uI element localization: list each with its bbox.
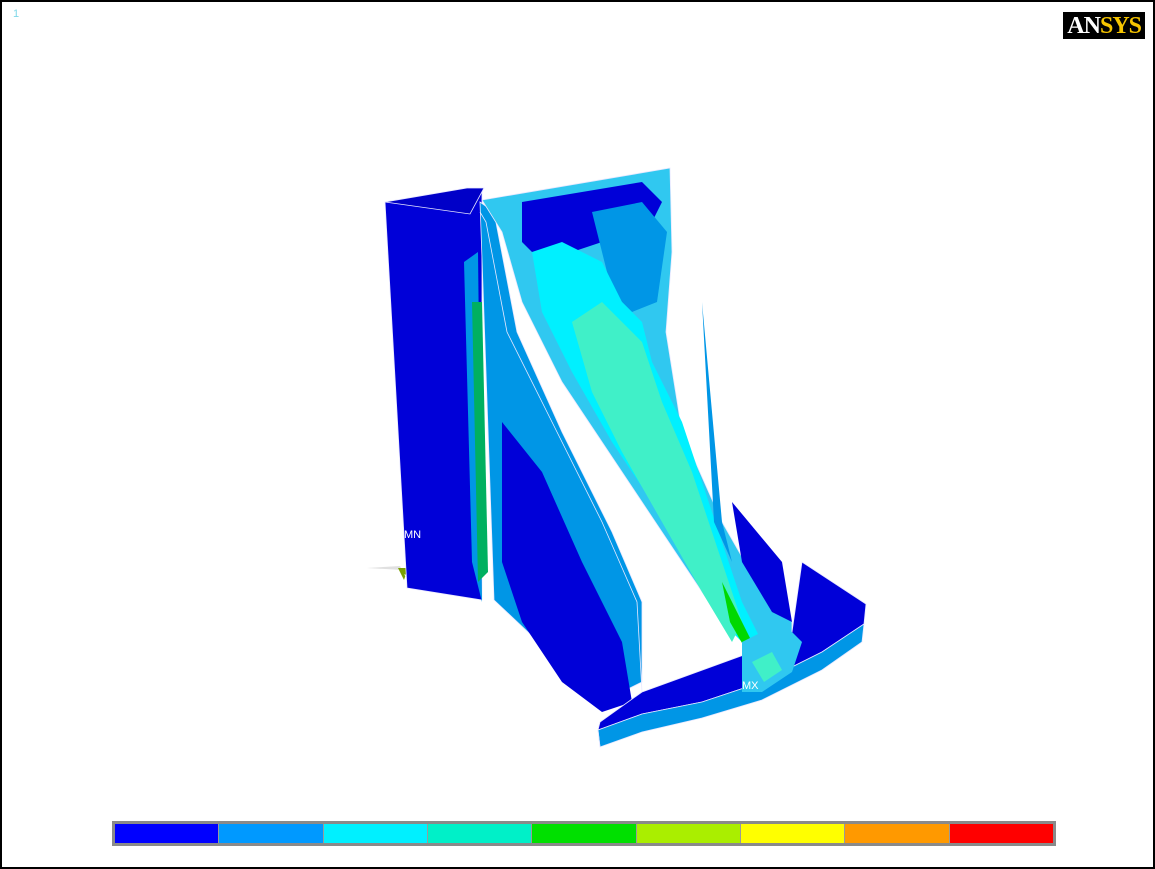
main-blade bbox=[481, 167, 793, 653]
legend-band-8 bbox=[845, 824, 950, 843]
logo-text-right: SYS bbox=[1099, 13, 1142, 39]
max-marker-label: MX bbox=[742, 680, 759, 692]
legend-band-4 bbox=[427, 824, 533, 843]
logo-text-left: AN bbox=[1067, 13, 1101, 39]
window-number-label: 1 bbox=[13, 8, 20, 20]
legend-band-9 bbox=[949, 824, 1053, 843]
legend-band-7 bbox=[740, 824, 846, 843]
legend-band-2 bbox=[219, 824, 324, 843]
axis-triad: Y bbox=[367, 566, 412, 585]
legend-band-1 bbox=[115, 824, 220, 843]
min-marker-label: MN bbox=[404, 529, 421, 541]
contour-legend-bar bbox=[112, 821, 1056, 846]
left-plate bbox=[384, 187, 485, 602]
legend-band-6 bbox=[636, 824, 741, 843]
legend-band-3 bbox=[323, 824, 428, 843]
legend-band-5 bbox=[532, 824, 637, 843]
front-vane bbox=[472, 201, 643, 712]
lower-shroud bbox=[597, 561, 867, 748]
ansys-logo: ANSYS bbox=[1063, 12, 1145, 39]
